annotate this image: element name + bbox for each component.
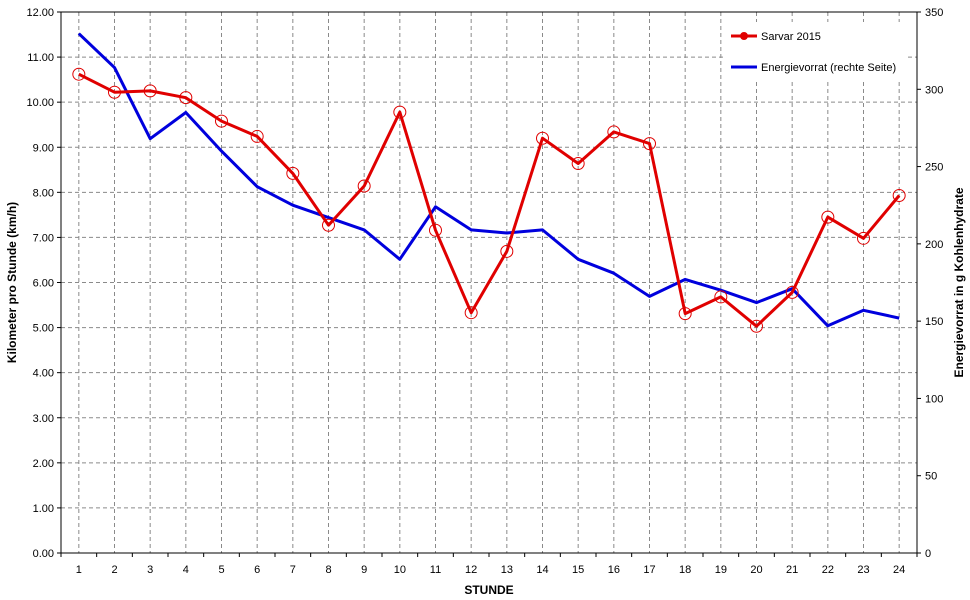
legend-box: [725, 22, 905, 82]
right-tick-label: 350: [925, 7, 943, 19]
series-line-energievorrat: [77, 32, 900, 328]
x-tick-label: 3: [147, 564, 153, 576]
data-point-marker: [714, 290, 728, 304]
right-tick-label: 150: [925, 316, 943, 328]
data-point-marker: [464, 306, 478, 320]
x-tick-label: 17: [643, 564, 655, 576]
left-tick-label: 8.00: [33, 187, 54, 199]
left-tick-label: 1.00: [33, 503, 54, 515]
legend-label: Sarvar 2015: [761, 31, 821, 43]
data-point-marker: [500, 244, 514, 258]
grid: [61, 12, 917, 553]
data-point-marker: [571, 156, 585, 170]
legend-marker: [740, 32, 748, 40]
data-point-marker: [857, 231, 870, 245]
x-tick-label: 14: [536, 564, 548, 576]
x-tick-label: 13: [501, 564, 513, 576]
x-tick-label: 1: [76, 564, 82, 576]
data-point-marker: [215, 114, 228, 128]
left-tick-label: 11.00: [27, 52, 54, 64]
x-tick-label: 5: [218, 564, 224, 576]
x-tick-label: 22: [822, 564, 834, 576]
left-tick-label: 5.00: [33, 323, 54, 335]
x-tick-label: 9: [361, 564, 367, 576]
data-point-marker: [322, 218, 335, 232]
x-tick-label: 11: [430, 564, 441, 576]
x-tick-label: 7: [290, 564, 296, 576]
right-tick-label: 300: [925, 84, 943, 96]
x-tick-label: 2: [111, 564, 117, 576]
left-tick-label: 2.00: [33, 458, 54, 470]
series-layer: [72, 32, 906, 333]
data-point-marker: [357, 179, 371, 193]
right-axis-title: Energievorrat in g Kohlenhydrate: [952, 187, 966, 377]
data-point-marker: [607, 125, 621, 139]
x-axis: 1 2 3 4 5 6 7 8 9 10 11 12 13 14 15 16 17 18 19 20 21 22 23 24: [60, 553, 918, 576]
left-axis-title: Kilometer pro Stunde (km/h): [5, 202, 19, 363]
x-tick-label: 16: [608, 564, 620, 576]
right-axis: 0 50 100 150 200 250 300 350: [917, 7, 943, 560]
x-tick-label: 19: [715, 564, 727, 576]
series-line-sarvar-2015: [78, 72, 901, 328]
data-point-marker: [750, 319, 763, 333]
x-tick-label: 23: [857, 564, 869, 576]
left-tick-label: 10.00: [26, 97, 54, 109]
data-point-marker: [678, 307, 692, 321]
data-point-marker: [72, 67, 86, 81]
right-tick-label: 100: [925, 393, 943, 405]
left-tick-label: 3.00: [33, 413, 54, 425]
data-point-marker: [108, 85, 121, 99]
left-tick-label: 0.00: [33, 548, 54, 560]
data-point-marker: [393, 105, 407, 119]
right-tick-label: 0: [925, 548, 931, 560]
legend: Sarvar 2015 Energievorrat (rechte Seite): [725, 22, 905, 82]
x-tick-label: 15: [572, 564, 584, 576]
data-point-marker: [536, 131, 549, 145]
data-point-marker: [250, 129, 264, 143]
data-point-marker: [286, 166, 300, 180]
left-tick-label: 7.00: [33, 232, 54, 244]
x-tick-label: 21: [786, 564, 798, 576]
x-tick-label: 6: [254, 564, 260, 576]
right-tick-label: 200: [925, 239, 943, 251]
left-axis: 0.00 1.00 2.00 3.00 4.00 5.00 6.00 7.00 8.00 9.00…: [26, 7, 61, 560]
legend-label: Energievorrat (rechte Seite): [761, 62, 896, 74]
x-tick-label: 12: [465, 564, 477, 576]
x-tick-label: 10: [394, 564, 406, 576]
data-point-marker: [179, 91, 193, 105]
left-tick-label: 12.00: [26, 7, 54, 19]
right-tick-label: 250: [925, 162, 943, 174]
left-tick-label: 6.00: [33, 278, 54, 290]
x-tick-label: 8: [325, 564, 331, 576]
left-tick-label: 9.00: [33, 142, 54, 154]
x-tick-label: 24: [893, 564, 905, 576]
data-point-marker: [143, 84, 157, 98]
data-point-marker: [892, 188, 906, 202]
right-tick-label: 50: [925, 471, 937, 483]
x-tick-label: 20: [750, 564, 762, 576]
data-point-marker: [785, 285, 799, 299]
x-tick-label: 18: [679, 564, 691, 576]
x-axis-title: STUNDE: [464, 583, 513, 597]
data-point-marker: [821, 210, 835, 224]
data-point-marker: [643, 137, 656, 151]
x-tick-label: 4: [183, 564, 189, 576]
left-tick-label: 4.00: [33, 368, 54, 380]
data-point-marker: [429, 223, 442, 237]
